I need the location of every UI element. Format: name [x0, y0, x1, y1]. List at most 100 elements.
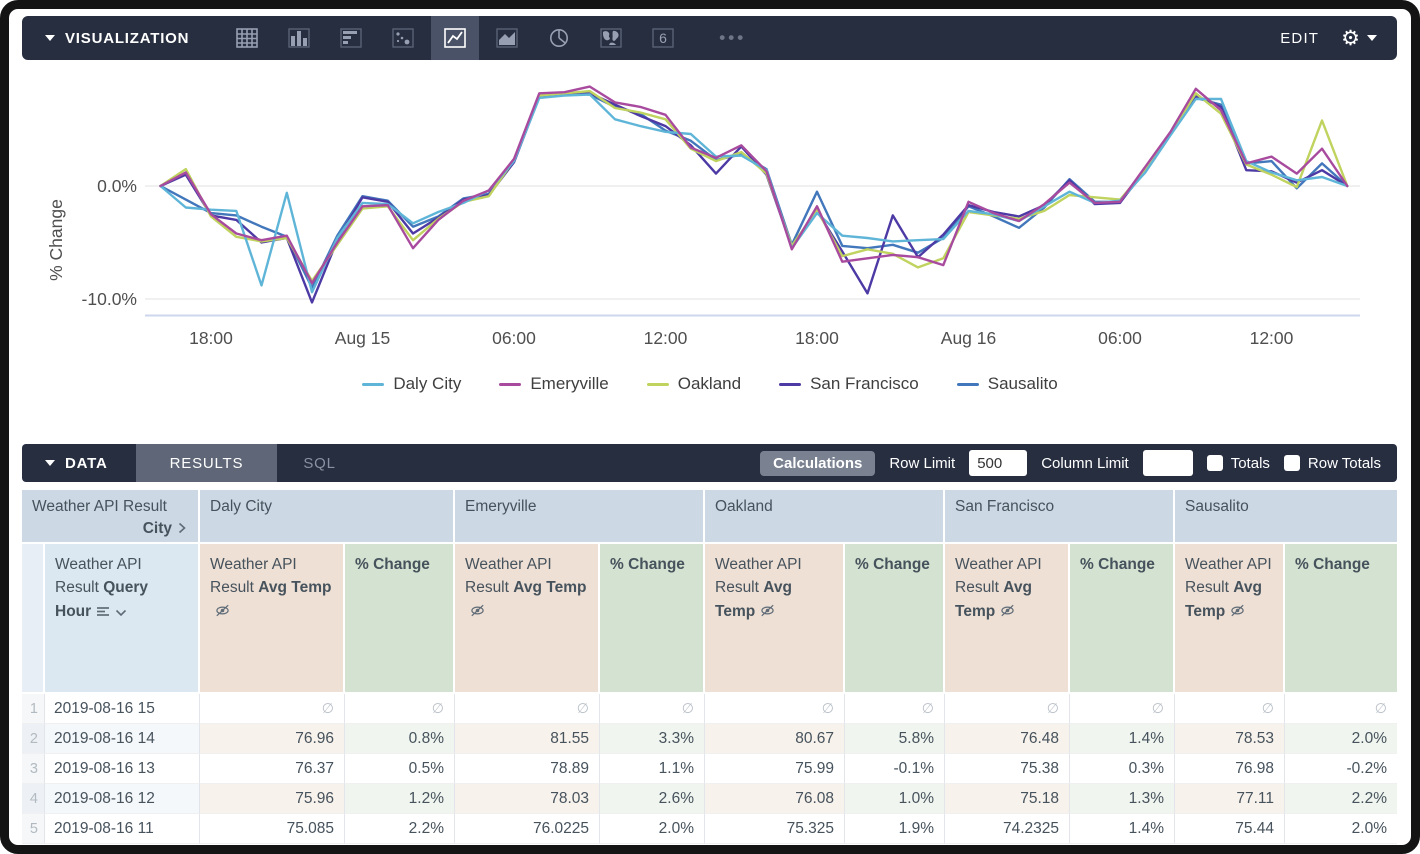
avg-temp-cell[interactable]: ∅ — [705, 694, 845, 724]
totals-checkbox[interactable] — [1206, 455, 1223, 471]
percent-change-cell[interactable]: 2.0% — [1285, 814, 1397, 844]
percent-change-cell[interactable]: 2.0% — [1285, 724, 1397, 754]
city-group-header[interactable]: Emeryville — [455, 490, 705, 544]
avg-temp-cell[interactable]: 75.38 — [945, 754, 1070, 784]
table-dimension-group-header[interactable]: Weather API Result City — [22, 490, 200, 544]
series-line-sausalito[interactable] — [159, 92, 1349, 289]
avg-temp-cell[interactable]: 75.44 — [1175, 814, 1285, 844]
avg-temp-cell[interactable]: 75.325 — [705, 814, 845, 844]
bar-chart-viz-icon[interactable] — [275, 16, 323, 60]
more-viz-types-button[interactable]: ••• — [719, 28, 747, 47]
data-title-group[interactable]: DATA — [22, 444, 108, 482]
avg-temp-cell[interactable]: 80.67 — [705, 724, 845, 754]
percent-change-cell[interactable]: 1.4% — [1070, 724, 1175, 754]
percent-change-cell[interactable]: 3.3% — [600, 724, 705, 754]
gear-icon[interactable]: ⚙ — [1341, 26, 1360, 50]
avg-temp-cell[interactable]: ∅ — [200, 694, 345, 724]
percent-change-cell[interactable]: ∅ — [1070, 694, 1175, 724]
avg-temp-column-header[interactable]: Weather API Result Avg Temp — [705, 544, 845, 694]
avg-temp-cell[interactable]: 81.55 — [455, 724, 600, 754]
table-viz-icon[interactable] — [223, 16, 271, 60]
percent-change-column-header[interactable]: % Change — [600, 544, 705, 694]
avg-temp-column-header[interactable]: Weather API Result Avg Temp — [945, 544, 1070, 694]
percent-change-cell[interactable]: 5.8% — [845, 724, 945, 754]
percent-change-cell[interactable]: ∅ — [600, 694, 705, 724]
avg-temp-column-header[interactable]: Weather API Result Avg Temp — [1175, 544, 1285, 694]
avg-temp-cell[interactable]: 76.08 — [705, 784, 845, 814]
percent-change-cell[interactable]: ∅ — [345, 694, 455, 724]
line-chart-viz-icon[interactable] — [431, 16, 480, 60]
legend-item[interactable]: San Francisco — [779, 374, 919, 394]
pie-chart-viz-icon[interactable] — [535, 16, 583, 60]
avg-temp-cell[interactable]: 76.37 — [200, 754, 345, 784]
avg-temp-cell[interactable]: ∅ — [455, 694, 600, 724]
visualization-title-group[interactable]: VISUALIZATION — [22, 30, 189, 47]
tab-sql[interactable]: SQL — [303, 454, 336, 472]
city-group-header[interactable]: Daly City — [200, 490, 455, 544]
percent-change-cell[interactable]: ∅ — [1285, 694, 1397, 724]
series-line-san-francisco[interactable] — [159, 92, 1349, 304]
percent-change-cell[interactable]: 1.0% — [845, 784, 945, 814]
percent-change-cell[interactable]: 1.3% — [1070, 784, 1175, 814]
percent-change-column-header[interactable]: % Change — [845, 544, 945, 694]
avg-temp-cell[interactable]: 78.53 — [1175, 724, 1285, 754]
avg-temp-cell[interactable]: 76.98 — [1175, 754, 1285, 784]
avg-temp-cell[interactable]: 74.2325 — [945, 814, 1070, 844]
legend-item[interactable]: Daly City — [362, 374, 461, 394]
row-totals-checkbox[interactable] — [1283, 455, 1300, 471]
percent-change-cell[interactable]: 0.5% — [345, 754, 455, 784]
gear-caret-icon[interactable] — [1367, 35, 1377, 41]
legend-item[interactable]: Emeryville — [499, 374, 609, 394]
avg-temp-cell[interactable]: 76.0225 — [455, 814, 600, 844]
query-hour-cell[interactable]: 2019-08-16 15 — [45, 694, 200, 724]
avg-temp-cell[interactable]: 75.99 — [705, 754, 845, 784]
city-group-header[interactable]: Sausalito — [1175, 490, 1397, 544]
avg-temp-cell[interactable]: 76.96 — [200, 724, 345, 754]
percent-change-cell[interactable]: 0.3% — [1070, 754, 1175, 784]
edit-button[interactable]: EDIT — [1280, 29, 1320, 47]
percent-change-cell[interactable]: -0.1% — [845, 754, 945, 784]
percent-change-cell[interactable]: ∅ — [845, 694, 945, 724]
avg-temp-cell[interactable]: 78.03 — [455, 784, 600, 814]
percent-change-cell[interactable]: 2.2% — [345, 814, 455, 844]
avg-temp-cell[interactable]: ∅ — [945, 694, 1070, 724]
percent-change-column-header[interactable]: % Change — [345, 544, 455, 694]
percent-change-cell[interactable]: -0.2% — [1285, 754, 1397, 784]
percent-change-cell[interactable]: 1.1% — [600, 754, 705, 784]
percent-change-cell[interactable]: 0.8% — [345, 724, 455, 754]
avg-temp-cell[interactable]: 78.89 — [455, 754, 600, 784]
percent-change-cell[interactable]: 2.2% — [1285, 784, 1397, 814]
legend-item[interactable]: Oakland — [646, 374, 741, 394]
percent-change-cell[interactable]: 2.0% — [600, 814, 705, 844]
avg-temp-column-header[interactable]: Weather API Result Avg Temp — [200, 544, 345, 694]
area-chart-viz-icon[interactable] — [483, 16, 531, 60]
percent-change-column-header[interactable]: % Change — [1070, 544, 1175, 694]
column-limit-input[interactable] — [1142, 450, 1193, 476]
avg-temp-cell[interactable]: 75.96 — [200, 784, 345, 814]
map-viz-icon[interactable] — [587, 16, 635, 60]
percent-change-cell[interactable]: 1.2% — [345, 784, 455, 814]
percent-change-cell[interactable]: 1.9% — [845, 814, 945, 844]
series-line-emeryville[interactable] — [159, 85, 1349, 285]
percent-change-column-header[interactable]: % Change — [1285, 544, 1397, 694]
query-hour-cell[interactable]: 2019-08-16 12 — [45, 784, 200, 814]
avg-temp-cell[interactable]: 75.18 — [945, 784, 1070, 814]
city-group-header[interactable]: San Francisco — [945, 490, 1175, 544]
avg-temp-cell[interactable]: 77.11 — [1175, 784, 1285, 814]
query-hour-cell[interactable]: 2019-08-16 14 — [45, 724, 200, 754]
tab-results[interactable]: RESULTS — [135, 444, 278, 482]
calculations-button[interactable]: Calculations — [760, 450, 876, 476]
city-group-header[interactable]: Oakland — [705, 490, 945, 544]
avg-temp-cell[interactable]: 76.48 — [945, 724, 1070, 754]
percent-change-cell[interactable]: 1.4% — [1070, 814, 1175, 844]
avg-temp-cell[interactable]: ∅ — [1175, 694, 1285, 724]
legend-item[interactable]: Sausalito — [956, 374, 1058, 394]
query-hour-cell[interactable]: 2019-08-16 13 — [45, 754, 200, 784]
query-hour-cell[interactable]: 2019-08-16 11 — [45, 814, 200, 844]
series-line-daly-city[interactable] — [159, 93, 1349, 294]
percent-change-cell[interactable]: 2.6% — [600, 784, 705, 814]
horizontal-bar-viz-icon[interactable] — [327, 16, 375, 60]
scatter-viz-icon[interactable] — [379, 16, 427, 60]
avg-temp-cell[interactable]: 75.085 — [200, 814, 345, 844]
single-value-viz-icon[interactable]: 6 — [639, 16, 687, 60]
